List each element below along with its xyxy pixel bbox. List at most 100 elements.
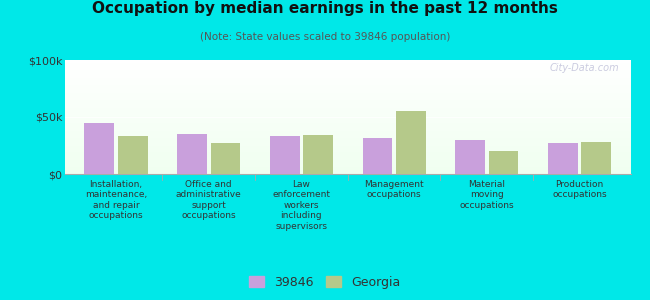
Bar xyxy=(65,98,630,99)
Text: Occupation by median earnings in the past 12 months: Occupation by median earnings in the pas… xyxy=(92,2,558,16)
Bar xyxy=(65,150,630,151)
Bar xyxy=(65,164,630,165)
Bar xyxy=(65,74,630,75)
Text: City-Data.com: City-Data.com xyxy=(549,63,619,74)
Bar xyxy=(548,143,578,174)
Bar xyxy=(65,136,630,137)
Bar xyxy=(65,83,630,84)
Bar xyxy=(65,134,630,135)
Bar xyxy=(65,80,630,82)
Bar xyxy=(65,139,630,140)
Bar xyxy=(65,70,630,71)
Bar xyxy=(177,134,207,174)
Bar xyxy=(65,68,630,69)
Bar xyxy=(65,128,630,130)
Bar xyxy=(65,133,630,134)
Bar xyxy=(65,107,630,108)
Bar xyxy=(65,168,630,169)
Text: Production
occupations: Production occupations xyxy=(552,180,607,200)
Bar xyxy=(65,63,630,64)
Bar xyxy=(65,111,630,112)
Bar xyxy=(65,103,630,104)
Bar xyxy=(65,144,630,145)
Bar xyxy=(65,166,630,167)
Bar xyxy=(65,62,630,63)
Bar xyxy=(65,67,630,68)
Bar xyxy=(65,141,630,142)
Bar xyxy=(118,136,148,174)
Bar xyxy=(65,116,630,117)
Bar xyxy=(65,124,630,125)
Bar xyxy=(65,135,630,136)
Bar xyxy=(396,111,426,174)
Bar xyxy=(65,71,630,73)
Bar xyxy=(65,158,630,159)
Bar xyxy=(65,127,630,128)
Bar xyxy=(65,87,630,88)
Bar xyxy=(65,61,630,62)
Bar xyxy=(65,125,630,126)
Bar xyxy=(65,148,630,149)
Bar xyxy=(65,119,630,120)
Bar xyxy=(489,151,518,174)
Bar xyxy=(65,69,630,70)
Bar xyxy=(65,159,630,160)
Bar xyxy=(65,112,630,114)
Bar xyxy=(455,140,485,174)
Text: Material
moving
occupations: Material moving occupations xyxy=(460,180,514,210)
Bar xyxy=(65,131,630,132)
Bar xyxy=(65,115,630,116)
Bar xyxy=(65,172,630,173)
Bar xyxy=(211,143,240,174)
Bar xyxy=(65,147,630,148)
Bar xyxy=(65,94,630,95)
Bar xyxy=(65,60,630,61)
Bar xyxy=(270,136,300,174)
Text: (Note: State values scaled to 39846 population): (Note: State values scaled to 39846 popu… xyxy=(200,32,450,41)
Bar xyxy=(65,123,630,124)
Bar xyxy=(65,93,630,94)
Bar xyxy=(65,76,630,77)
Legend: 39846, Georgia: 39846, Georgia xyxy=(244,271,406,294)
Bar xyxy=(65,154,630,156)
Bar xyxy=(65,140,630,141)
Bar xyxy=(65,161,630,163)
Bar xyxy=(65,130,630,131)
Bar xyxy=(65,152,630,154)
Bar xyxy=(65,88,630,90)
Bar xyxy=(65,85,630,86)
Bar xyxy=(65,117,630,118)
Bar xyxy=(65,132,630,133)
Text: Installation,
maintenance,
and repair
occupations: Installation, maintenance, and repair oc… xyxy=(85,180,147,220)
Bar xyxy=(65,146,630,147)
Bar xyxy=(65,114,630,115)
Bar xyxy=(65,118,630,119)
Text: Management
occupations: Management occupations xyxy=(364,180,424,200)
Bar xyxy=(65,77,630,78)
Bar xyxy=(65,126,630,127)
Bar xyxy=(65,120,630,122)
Bar xyxy=(65,157,630,158)
Bar xyxy=(65,64,630,66)
Text: Office and
administrative
support
occupations: Office and administrative support occupa… xyxy=(176,180,242,220)
Bar xyxy=(363,137,392,174)
Bar xyxy=(65,163,630,164)
Bar xyxy=(65,110,630,111)
Bar xyxy=(65,108,630,109)
Bar xyxy=(65,82,630,83)
Bar xyxy=(65,84,630,85)
Bar xyxy=(65,78,630,80)
Bar xyxy=(65,100,630,101)
Bar xyxy=(65,160,630,161)
Bar xyxy=(65,102,630,103)
Bar xyxy=(65,91,630,92)
Bar xyxy=(65,156,630,157)
Bar xyxy=(65,142,630,143)
Bar xyxy=(65,173,630,174)
Bar xyxy=(65,143,630,144)
Bar xyxy=(65,167,630,168)
Bar xyxy=(65,151,630,152)
Bar xyxy=(65,104,630,106)
Bar xyxy=(65,169,630,171)
Bar xyxy=(65,149,630,150)
